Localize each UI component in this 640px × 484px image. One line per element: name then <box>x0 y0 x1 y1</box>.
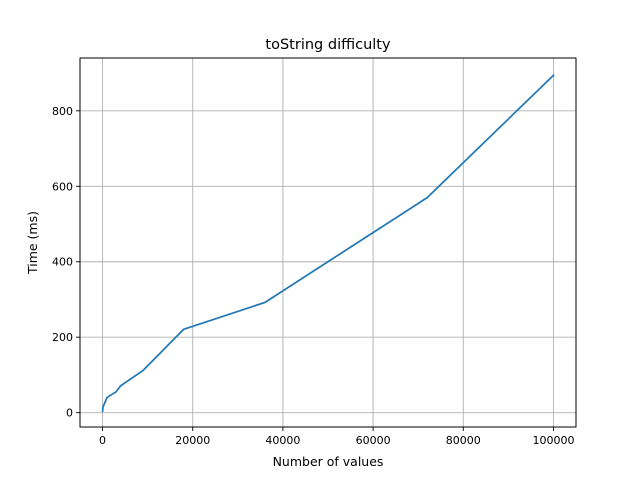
y-tick-label: 0 <box>66 407 73 420</box>
y-tick-label: 600 <box>52 180 73 193</box>
x-tick-label: 0 <box>99 434 106 447</box>
x-tick-label: 80000 <box>446 434 481 447</box>
series-line <box>101 74 555 413</box>
series-layer <box>101 74 555 413</box>
y-tick-label: 800 <box>52 105 73 118</box>
chart-title: toString difficulty <box>265 37 391 53</box>
plot-frame <box>79 57 577 428</box>
y-tick-label: 200 <box>52 331 73 344</box>
x-tick-label: 40000 <box>265 434 300 447</box>
y-tick-label: 400 <box>52 256 73 269</box>
y-axis-label: Time (ms) <box>25 211 40 275</box>
x-tick-label: 100000 <box>532 434 574 447</box>
axis-ticks: 0 20000 40000 60000 80000 100000 0 200 400 600 800 <box>52 105 574 447</box>
x-tick-label: 20000 <box>175 434 210 447</box>
x-tick-label: 60000 <box>356 434 391 447</box>
x-axis-label: Number of values <box>273 454 384 469</box>
